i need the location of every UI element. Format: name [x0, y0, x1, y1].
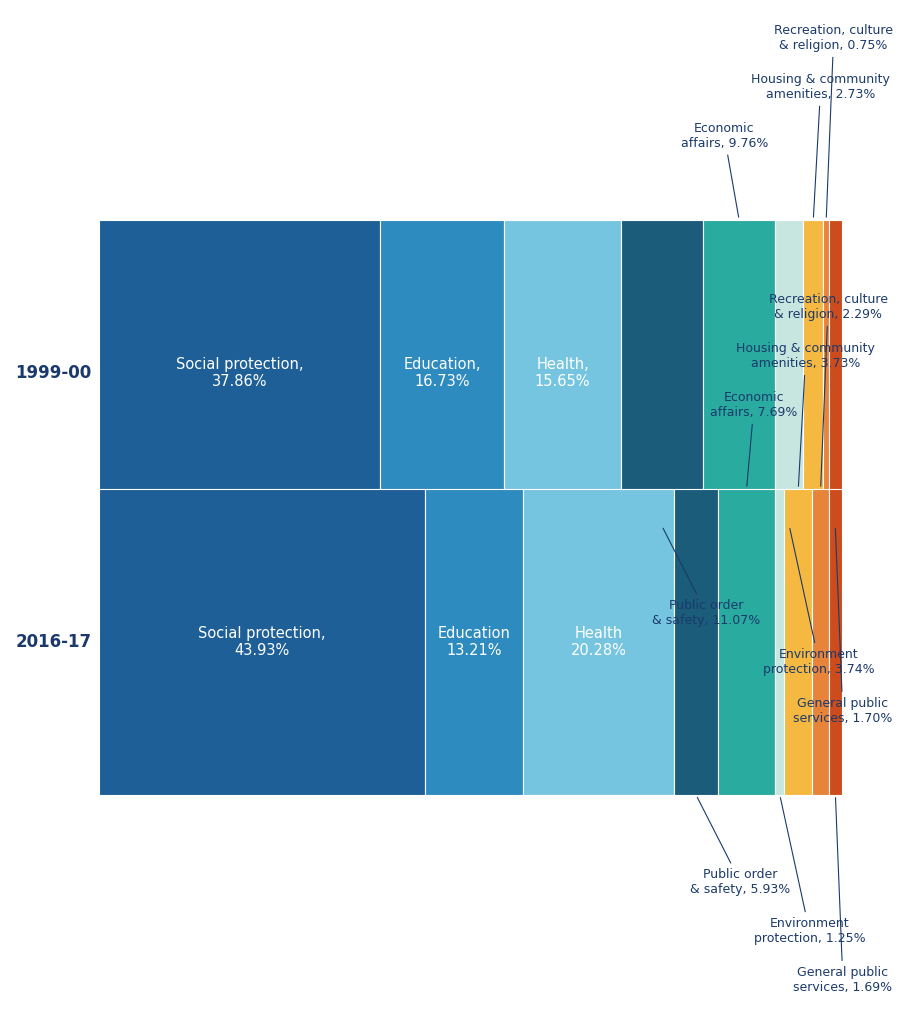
Text: Housing & community
amenities, 3.73%: Housing & community amenities, 3.73%	[736, 342, 875, 486]
Text: Public order
& safety, 5.93%: Public order & safety, 5.93%	[691, 798, 791, 896]
Text: Environment
protection, 1.25%: Environment protection, 1.25%	[753, 798, 865, 945]
Text: Economic
affairs, 7.69%: Economic affairs, 7.69%	[711, 391, 798, 486]
Bar	[775, 220, 804, 525]
Bar	[523, 489, 674, 795]
Text: Health,
15.65%: Health, 15.65%	[535, 356, 591, 389]
Text: Housing & community
amenities, 2.73%: Housing & community amenities, 2.73%	[752, 73, 890, 217]
Text: General public
services, 1.69%: General public services, 1.69%	[794, 798, 893, 994]
Text: Social protection,
37.86%: Social protection, 37.86%	[176, 356, 303, 389]
Bar	[425, 489, 523, 795]
Bar	[718, 489, 775, 795]
Text: General public
services, 1.70%: General public services, 1.70%	[793, 528, 893, 725]
Text: 2016-17: 2016-17	[15, 633, 92, 651]
Text: 1999-00: 1999-00	[15, 364, 92, 382]
Text: Recreation, culture
& religion, 0.75%: Recreation, culture & religion, 0.75%	[774, 24, 893, 217]
Bar	[674, 489, 718, 795]
Bar	[504, 220, 621, 525]
Bar	[99, 489, 425, 795]
Bar	[621, 220, 703, 525]
Text: Health
20.28%: Health 20.28%	[571, 626, 627, 658]
Bar	[812, 489, 829, 795]
Bar	[380, 220, 504, 525]
Text: Education
13.21%: Education 13.21%	[438, 626, 511, 658]
Bar	[99, 220, 380, 525]
Text: Social protection,
43.93%: Social protection, 43.93%	[198, 626, 326, 658]
Bar	[804, 220, 824, 525]
Text: Recreation, culture
& religion, 2.29%: Recreation, culture & religion, 2.29%	[769, 293, 887, 486]
Bar	[829, 220, 842, 525]
Bar	[824, 220, 829, 525]
Text: Public order
& safety, 11.07%: Public order & safety, 11.07%	[652, 528, 761, 627]
Bar	[784, 489, 812, 795]
Text: Education,
16.73%: Education, 16.73%	[403, 356, 481, 389]
Bar	[829, 489, 842, 795]
Bar	[775, 489, 784, 795]
Text: Economic
affairs, 9.76%: Economic affairs, 9.76%	[681, 122, 768, 217]
Text: Environment
protection, 3.74%: Environment protection, 3.74%	[763, 528, 875, 676]
Bar	[703, 220, 775, 525]
